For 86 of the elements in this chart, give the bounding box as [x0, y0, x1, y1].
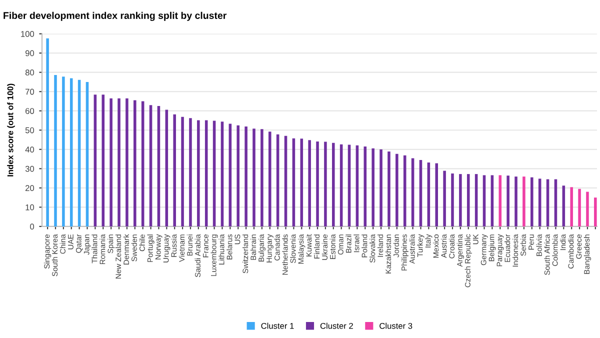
bar	[141, 101, 144, 226]
bar	[482, 175, 486, 226]
bar	[276, 134, 280, 226]
bar	[348, 144, 351, 226]
bar	[228, 124, 232, 226]
bar	[538, 178, 542, 226]
bar	[134, 100, 136, 226]
bar	[490, 175, 494, 226]
bar	[316, 141, 319, 226]
bar	[308, 140, 311, 226]
bar	[173, 114, 176, 226]
legend-label: Cluster 1	[261, 322, 294, 329]
y-tick-label: 20	[26, 185, 34, 192]
bar	[292, 138, 296, 226]
bar	[118, 98, 120, 226]
bar	[388, 152, 390, 226]
bar	[594, 198, 597, 226]
bar	[403, 155, 406, 226]
bar	[300, 138, 304, 226]
bar	[204, 120, 208, 226]
bar	[268, 132, 272, 226]
bar	[220, 122, 224, 226]
chart-title: Fiber development index ranking split by cluster	[4, 12, 227, 21]
bar	[380, 149, 382, 226]
bar	[530, 177, 534, 226]
bar	[451, 173, 454, 226]
bar	[356, 145, 359, 226]
bar	[260, 129, 264, 226]
bar	[459, 174, 462, 226]
bar	[324, 142, 327, 226]
bar	[165, 110, 168, 226]
bar	[244, 126, 248, 226]
y-tick-label: 40	[25, 146, 34, 152]
bar	[586, 192, 589, 226]
y-tick-label: 80	[25, 70, 34, 76]
bar	[86, 82, 89, 226]
bar	[443, 170, 446, 226]
bar	[554, 179, 558, 226]
y-axis-title: Index score (out of 100)	[7, 84, 15, 176]
bar	[78, 80, 81, 226]
bar	[546, 179, 550, 226]
bar	[578, 188, 581, 226]
bar	[474, 174, 478, 226]
bar	[181, 116, 184, 226]
y-tick-label: 70	[26, 88, 34, 95]
bar	[372, 148, 374, 226]
bar	[157, 106, 160, 226]
bar	[54, 75, 57, 226]
bar	[396, 154, 398, 226]
bar	[189, 118, 192, 226]
bar	[514, 176, 518, 226]
y-tick-label: 30	[25, 166, 34, 172]
y-tick-label: 60	[26, 108, 34, 114]
legend-label: Cluster 2	[320, 322, 353, 329]
bar	[340, 144, 343, 226]
bar	[102, 94, 105, 226]
bar	[212, 120, 216, 226]
y-tick-label: 100	[21, 31, 34, 37]
bar	[46, 38, 49, 226]
bar	[110, 98, 112, 226]
bar	[126, 98, 128, 226]
bar	[522, 176, 526, 226]
bar	[284, 136, 288, 226]
bar	[562, 186, 566, 226]
bar	[236, 125, 240, 226]
bar	[498, 175, 502, 226]
y-tick-label: 0	[30, 224, 34, 230]
bar	[94, 94, 97, 226]
bar	[570, 187, 573, 226]
bar	[466, 174, 470, 226]
y-tick-label: 50	[25, 127, 34, 134]
bar	[411, 158, 414, 226]
bar	[62, 76, 65, 226]
legend-label: Cluster 3	[380, 322, 412, 329]
bar	[364, 146, 367, 226]
bar	[435, 163, 438, 226]
bar	[419, 160, 422, 226]
bar	[197, 120, 200, 226]
bar	[506, 176, 510, 226]
y-tick-label: 10	[26, 204, 34, 210]
y-tick-label: 90	[25, 50, 34, 56]
bar	[332, 142, 335, 226]
bar	[252, 128, 256, 226]
bar	[149, 105, 152, 226]
bar	[427, 162, 430, 226]
bar	[70, 78, 73, 226]
